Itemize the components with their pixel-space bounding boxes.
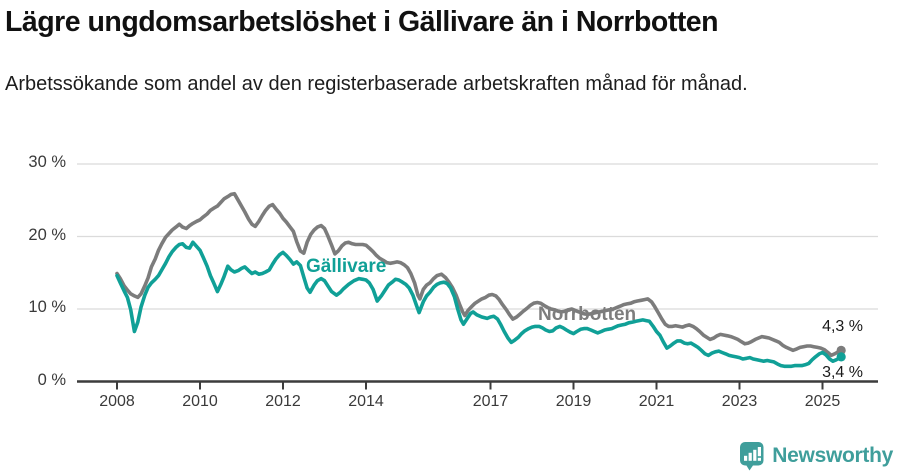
series-end-dot-norrbotten [836, 345, 846, 355]
end-value-label-gallivare: 3,4 % [822, 364, 863, 381]
chart-subtitle: Arbetssökande som andel av den registerb… [5, 73, 748, 95]
y-axis-label: 30 % [28, 153, 66, 171]
series-line-norrbotten [115, 191, 844, 358]
y-axis-label: 0 % [37, 370, 66, 389]
x-axis-label: 2023 [721, 393, 758, 410]
page-title: Lägre ungdomsarbetslöshet i Gällivare än… [5, 6, 719, 38]
series-line-gällivare [115, 240, 844, 369]
series-label-norrbotten: Norrbotten [538, 304, 637, 325]
newsworthy-logo-icon [740, 442, 764, 471]
x-axis-label: 2021 [638, 393, 675, 410]
newsworthy-logo-text: Newsworthy [772, 444, 893, 467]
x-axis-label: 2025 [804, 393, 841, 410]
y-axis-label: 10 % [28, 298, 66, 316]
x-axis-label: 2010 [182, 393, 218, 410]
x-axis-label: 2017 [472, 393, 509, 410]
series-end-dot-gällivare [836, 352, 846, 362]
y-axis-label: 20 % [28, 225, 66, 244]
x-axis-label: 2019 [555, 393, 592, 410]
newsworthy-logo[interactable]: Newsworthy [739, 441, 893, 471]
x-axis-label: 2014 [348, 393, 384, 410]
series-label-gallivare: Gällivare [306, 256, 387, 277]
x-axis-label: 2008 [99, 393, 135, 410]
end-value-label-norrbotten: 4,3 % [822, 318, 863, 335]
x-axis-label: 2012 [265, 393, 301, 410]
